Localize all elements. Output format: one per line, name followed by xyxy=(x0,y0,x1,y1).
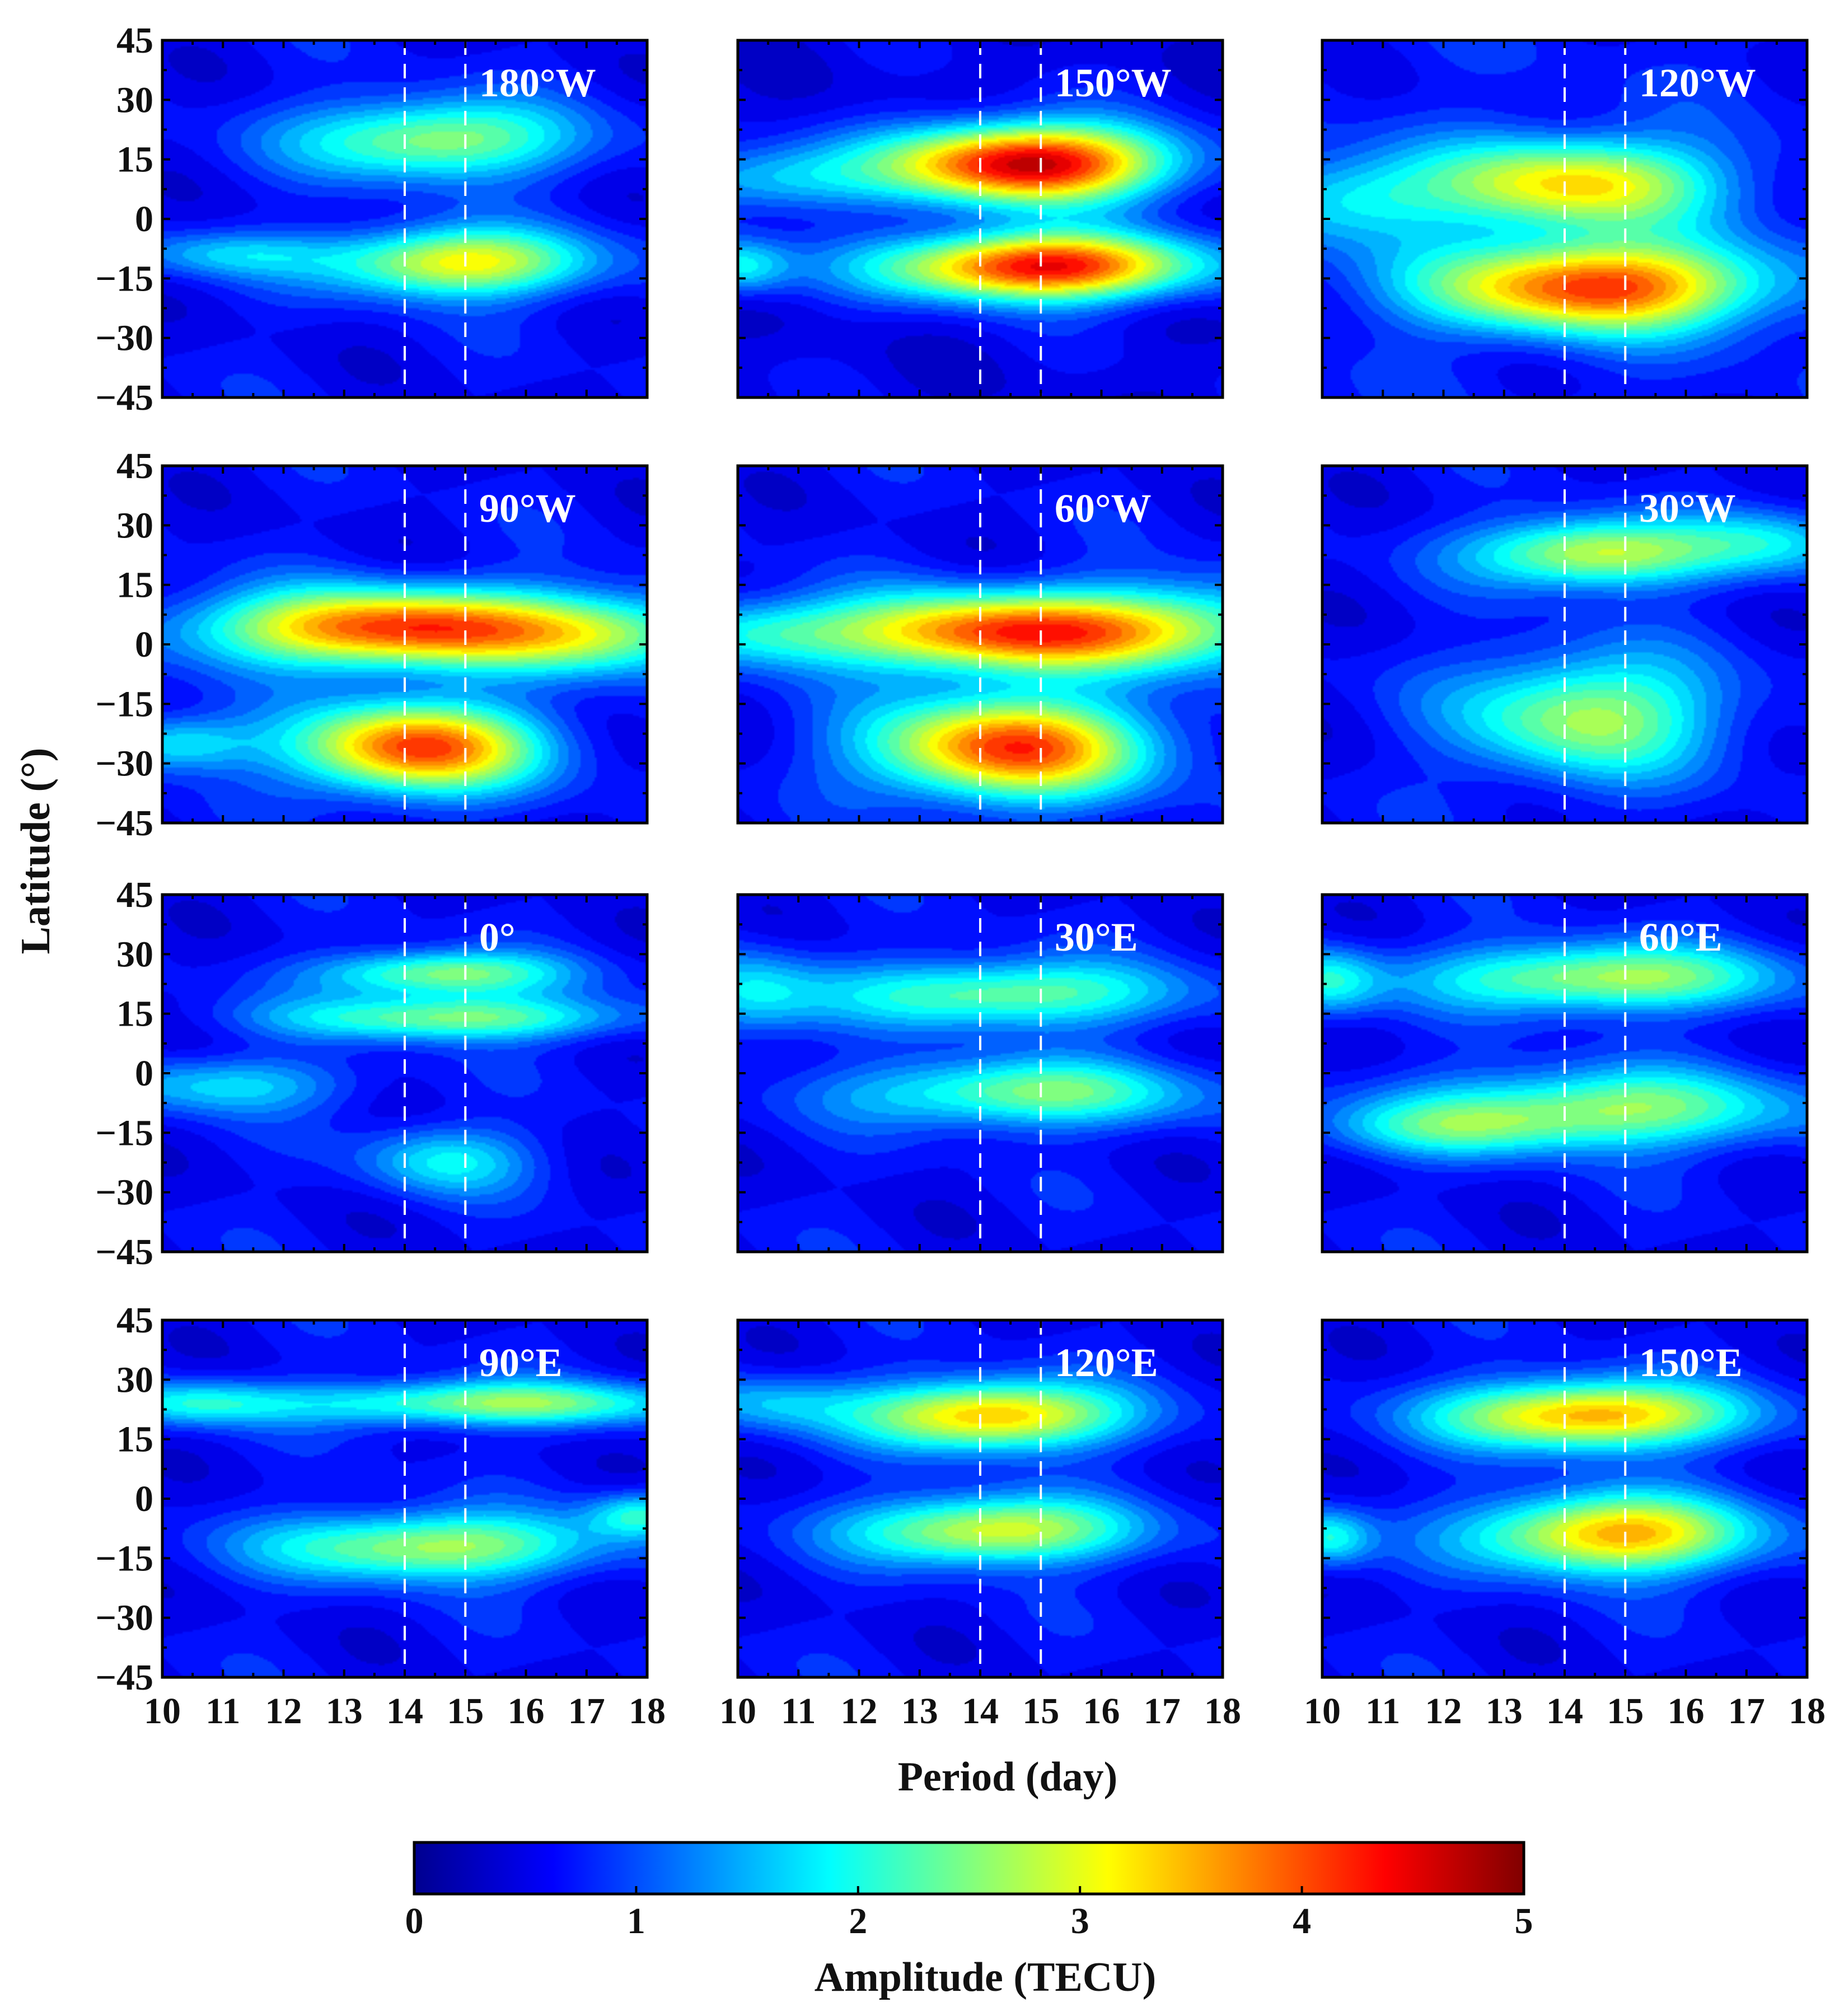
panel-120w: 120°W xyxy=(1321,39,1809,399)
y-tick-label: −30 xyxy=(95,1598,153,1639)
x-tick-label: 14 xyxy=(386,1691,423,1732)
x-tick-label: 11 xyxy=(205,1691,240,1732)
panel-150e: 10 11 12 13 14 15 16 17 18 150°E xyxy=(1304,1318,1826,1732)
y-tick-label: 15 xyxy=(116,565,153,606)
y-tick-label: 0 xyxy=(135,1479,153,1519)
panel-label: 30°E xyxy=(1055,915,1138,960)
y-tick-label: −30 xyxy=(95,743,153,784)
colorbar-tick-label: 3 xyxy=(1071,1901,1089,1942)
x-tick-label: 18 xyxy=(1789,1691,1826,1732)
panel-label: 150°E xyxy=(1639,1340,1743,1385)
x-tick-label: 14 xyxy=(962,1691,999,1732)
colorbar-tick-label: 1 xyxy=(627,1901,645,1942)
x-tick-label: 11 xyxy=(781,1691,816,1732)
panel-label: 30°W xyxy=(1639,486,1736,531)
panel-label: 60°W xyxy=(1055,486,1152,531)
y-tick-label: 0 xyxy=(135,624,153,665)
panel-label: 0° xyxy=(479,915,516,960)
y-axis-title: Latitude (°) xyxy=(13,748,59,955)
panel-label: 180°W xyxy=(479,60,596,105)
x-tick-label: 12 xyxy=(265,1691,302,1732)
y-tick-label: 15 xyxy=(116,994,153,1035)
x-axis-title: Period (day) xyxy=(898,1754,1118,1800)
panel-30e: 30°E xyxy=(736,893,1224,1253)
x-tick-label: 12 xyxy=(1425,1691,1462,1732)
y-tick-label: 15 xyxy=(116,139,153,180)
colorbar-tick-label: 2 xyxy=(849,1901,867,1942)
panel-30w: 30°W xyxy=(1321,464,1809,825)
y-tick-label: −45 xyxy=(95,1657,153,1698)
x-tick-label: 16 xyxy=(1083,1691,1120,1732)
y-tick-label: −15 xyxy=(95,1538,153,1579)
x-tick-label: 18 xyxy=(629,1691,666,1732)
colorbar: 0 1 2 3 4 5 Amplitude (TECU) xyxy=(405,1841,1533,2000)
y-tick-label: −30 xyxy=(95,318,153,359)
y-tick-label: 30 xyxy=(116,79,153,120)
y-tick-label: −15 xyxy=(95,258,153,299)
panel-0: 45 30 15 0 −15 −30 −45 0° xyxy=(95,874,649,1273)
panel-label: 120°W xyxy=(1639,60,1756,105)
colorbar-ticks: 0 1 2 3 4 5 xyxy=(405,1886,1533,1942)
panel-grid: 45 30 15 0 −15 −30 −45 180°W 150°W 120°W 45 30 15 0 −1… xyxy=(95,20,1826,1732)
panel-180w: 45 30 15 0 −15 −30 −45 180°W xyxy=(95,20,649,418)
y-tick-label: 45 xyxy=(116,1300,153,1341)
x-tick-label: 15 xyxy=(447,1691,484,1732)
y-tick-label: 30 xyxy=(116,505,153,546)
y-tick-label: −45 xyxy=(95,377,153,418)
x-tick-label: 15 xyxy=(1022,1691,1059,1732)
panel-120e: 10 11 12 13 14 15 16 17 18 120°E xyxy=(719,1318,1241,1732)
x-tick-label: 13 xyxy=(326,1691,363,1732)
x-tick-label: 11 xyxy=(1365,1691,1400,1732)
x-tick-label: 13 xyxy=(901,1691,938,1732)
colorbar-gradient xyxy=(413,1841,1525,1896)
x-tick-label: 10 xyxy=(1304,1691,1341,1732)
panel-150w: 150°W xyxy=(736,39,1224,399)
panel-label: 90°E xyxy=(479,1340,563,1385)
y-tick-label: 45 xyxy=(116,446,153,487)
x-tick-label: 18 xyxy=(1204,1691,1241,1732)
y-tick-label: 0 xyxy=(135,1053,153,1094)
x-tick-label: 15 xyxy=(1607,1691,1644,1732)
y-tick-label: 45 xyxy=(116,20,153,61)
x-tick-label: 10 xyxy=(719,1691,756,1732)
y-tick-label: 15 xyxy=(116,1419,153,1460)
y-tick-label: −15 xyxy=(95,684,153,724)
panel-90w: 45 30 15 0 −15 −30 −45 90°W xyxy=(95,446,649,844)
panel-60w: 60°W xyxy=(736,464,1224,825)
y-tick-label: −15 xyxy=(95,1112,153,1153)
panel-label: 120°E xyxy=(1055,1340,1158,1385)
x-tick-label: 17 xyxy=(1728,1691,1765,1732)
panel-60e: 60°E xyxy=(1321,893,1809,1253)
x-tick-label: 14 xyxy=(1546,1691,1583,1732)
colorbar-label: Amplitude (TECU) xyxy=(815,1954,1157,2000)
colorbar-tick-label: 5 xyxy=(1515,1901,1533,1942)
x-tick-label: 16 xyxy=(1668,1691,1705,1732)
y-tick-label: −45 xyxy=(95,803,153,844)
y-tick-label: −30 xyxy=(95,1172,153,1213)
colorbar-tick-label: 4 xyxy=(1293,1901,1311,1942)
colorbar-tick-label: 0 xyxy=(405,1901,424,1942)
x-tick-label: 10 xyxy=(144,1691,181,1732)
x-tick-label: 16 xyxy=(508,1691,545,1732)
y-tick-label: 0 xyxy=(135,199,153,240)
x-tick-label: 13 xyxy=(1486,1691,1523,1732)
panel-label: 60°E xyxy=(1639,915,1723,960)
y-tick-label: 30 xyxy=(116,1359,153,1400)
y-tick-label: 30 xyxy=(116,934,153,975)
panel-label: 90°W xyxy=(479,486,576,531)
x-tick-label: 17 xyxy=(1144,1691,1181,1732)
panel-label: 150°W xyxy=(1055,60,1172,105)
x-tick-label: 12 xyxy=(841,1691,878,1732)
y-tick-label: 45 xyxy=(116,874,153,915)
y-tick-label: −45 xyxy=(95,1232,153,1273)
x-tick-label: 17 xyxy=(568,1691,605,1732)
